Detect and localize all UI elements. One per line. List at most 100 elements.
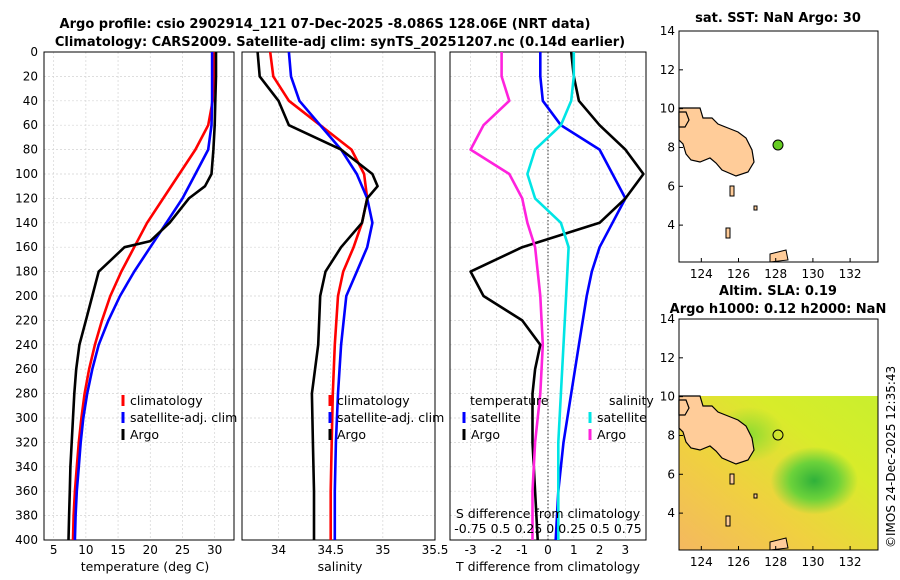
- map-x-tick-label: 128: [764, 555, 787, 569]
- difference-x-ticks: -3 -2 -1 0 1 2 3: [465, 543, 630, 557]
- map-y-tick-label: 4: [667, 218, 675, 232]
- map-x-tick-label: 130: [801, 555, 824, 569]
- map-x-tick-label: 132: [839, 267, 862, 281]
- map-x-tick-label: 124: [690, 555, 713, 569]
- depth-tick-label: 40: [23, 94, 38, 108]
- depth-tick-label: 240: [15, 338, 38, 352]
- map-x-tick-label: 126: [727, 267, 750, 281]
- temperature-x-tick-label: 15: [110, 543, 125, 557]
- legend-satellite: satellite-adj. clim: [337, 410, 444, 425]
- salinity-panel: 34 34.5 35 35.5 salinity climatology satell…: [241, 51, 448, 574]
- title-line2: Climatology: CARS2009. Satellite-adj cli…: [55, 35, 625, 50]
- legend-temperature-title: temperature: [470, 393, 549, 408]
- sst-map-islets: [725, 185, 789, 263]
- temperature-panel: 0 20 40 60 80 100 120 140 160 180 200 220 240 260 280 3…: [15, 45, 237, 574]
- argo-marker-sla: [772, 429, 784, 441]
- depth-tick-label: 180: [15, 265, 38, 279]
- map-x-tick-label: 130: [801, 267, 824, 281]
- depth-tick-label: 260: [15, 362, 38, 376]
- legend-climatology: climatology: [130, 393, 203, 408]
- title-line1: Argo profile: csio 2902914_121 07-Dec-20…: [60, 17, 591, 32]
- difference-x-tick-label: 2: [596, 543, 604, 557]
- map-y-tick-label: 8: [667, 428, 675, 442]
- salinity-x-tick-label: 35.5: [422, 543, 449, 557]
- legend-satellite: satellite-adj. clim: [130, 410, 237, 425]
- map-x-tick-label: 124: [690, 267, 713, 281]
- sla-map: Altim. SLA: 0.19 Argo h1000: 0.12 h2000:…: [660, 284, 887, 569]
- depth-tick-label: 60: [23, 118, 38, 132]
- depth-tick-label: 120: [15, 191, 38, 205]
- salinity-frame: [241, 51, 436, 541]
- temperature-frame: [43, 51, 235, 541]
- temperature-xlabel: temperature (deg C): [81, 559, 210, 574]
- sst-map-frame: [678, 30, 879, 263]
- depth-tick-label: 0: [30, 45, 38, 59]
- salinity-x-tick-label: 34: [271, 543, 286, 557]
- sla-map-ticks: 124 126 128 130 132 14 12 10 8 6 4: [660, 312, 862, 569]
- legend-salinity-title: salinity: [609, 393, 654, 408]
- salinity-x-tick-label: 34.5: [317, 543, 344, 557]
- depth-tick-label: 400: [15, 533, 38, 547]
- map-y-tick-label: 6: [667, 467, 675, 481]
- series-satellite-adj-clim: [73, 52, 214, 541]
- difference-x-tick-label: 3: [622, 543, 630, 557]
- depth-tick-label: 280: [15, 387, 38, 401]
- difference-x-tick-label: -2: [490, 543, 502, 557]
- sst-map-title: sat. SST: NaN Argo: 30: [695, 11, 861, 26]
- sla-map-frame: [678, 318, 879, 551]
- sst-map: sat. SST: NaN Argo: 30 124 126 128 130 13214…: [660, 11, 879, 281]
- sst-map-land: [678, 107, 755, 177]
- salinity-lines: [256, 51, 379, 540]
- difference-x-tick-label: 1: [570, 543, 578, 557]
- difference-grid: [450, 51, 646, 541]
- legend-s-satellite: satellite: [597, 410, 647, 425]
- series-climatology: [71, 52, 216, 541]
- temperature-legend: climatology satellite-adj. clim Argo: [121, 393, 237, 442]
- temperature-x-tick-label: 30: [207, 543, 222, 557]
- temperature-x-tick-label: 10: [78, 543, 93, 557]
- difference-legend: temperature salinity satellite Argo sate…: [462, 393, 654, 442]
- map-y-tick-label: 12: [660, 63, 675, 77]
- difference-lines: [469, 51, 645, 541]
- depth-tick-label: 220: [15, 313, 38, 327]
- difference-x-tick-label: -3: [465, 543, 477, 557]
- sst-map-ticks: 124 126 128 130 132 14 12 10 8 6 4: [660, 24, 862, 281]
- temperature-grid: [44, 51, 234, 541]
- salinity-legend: climatology satellite-adj. clim Argo: [328, 393, 444, 442]
- salinity-x-ticks: 34 34.5 35 35.5: [271, 543, 448, 557]
- legend-argo: Argo: [337, 427, 366, 442]
- temperature-x-tick-label: 25: [175, 543, 190, 557]
- argo-marker: [772, 139, 784, 151]
- sla-map-land: [678, 395, 755, 465]
- legend-s-argo: Argo: [597, 427, 626, 442]
- depth-tick-label: 80: [23, 143, 38, 157]
- depth-tick-label: 380: [15, 509, 38, 523]
- salinity-xlabel: salinity: [318, 559, 363, 574]
- temperature-x-tick-label: 5: [50, 543, 58, 557]
- map-x-tick-label: 132: [839, 555, 862, 569]
- difference-x-tick-label: -1: [516, 543, 528, 557]
- depth-tick-label: 20: [23, 69, 38, 83]
- series-argo: [67, 52, 218, 541]
- temperature-lines: [67, 52, 218, 541]
- sla-map-islets: [725, 473, 789, 551]
- salinity-x-tick-label: 35: [375, 543, 390, 557]
- map-y-tick-label: 14: [660, 312, 675, 326]
- sla-map-title2: Argo h1000: 0.12 h2000: NaN: [670, 302, 887, 317]
- temperature-depth-ticks: 0 20 40 60 80 100 120 140 160 180 200 220 240 260 280 3…: [15, 45, 38, 547]
- legend-argo: Argo: [130, 427, 159, 442]
- depth-tick-label: 300: [15, 411, 38, 425]
- map-y-tick-label: 6: [667, 179, 675, 193]
- map-x-tick-label: 128: [764, 267, 787, 281]
- depth-tick-label: 100: [15, 167, 38, 181]
- series-argo: [256, 51, 379, 540]
- temperature-x-tick-label: 20: [143, 543, 158, 557]
- difference-panel: -3 -2 -1 0 1 2 3 T difference from climatology…: [449, 51, 654, 574]
- series-salinity-argo: [469, 52, 545, 540]
- legend-climatology: climatology: [337, 393, 410, 408]
- depth-tick-label: 360: [15, 484, 38, 498]
- series-climatology: [268, 51, 369, 540]
- depth-tick-label: 320: [15, 435, 38, 449]
- difference-x-tick-label: 0: [544, 543, 552, 557]
